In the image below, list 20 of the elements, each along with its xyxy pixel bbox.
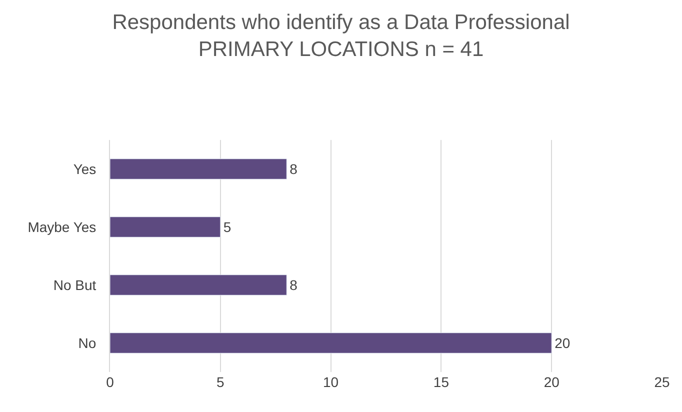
chart-subtitle: PRIMARY LOCATIONS n = 41 — [198, 38, 484, 62]
bar — [110, 216, 221, 238]
x-tick-label: 5 — [216, 374, 224, 390]
bar — [110, 158, 287, 180]
y-tick-label: No But — [53, 276, 96, 293]
chart-title: Respondents who identify as a Data Professional — [112, 10, 570, 34]
y-tick-label: Maybe Yes — [28, 218, 96, 235]
bar — [110, 274, 287, 296]
data-label: 5 — [223, 219, 232, 235]
y-tick-label: Yes — [73, 160, 96, 177]
x-tick-label: 20 — [544, 374, 560, 390]
data-label: 8 — [290, 161, 298, 177]
x-tick-label: 10 — [323, 374, 339, 390]
x-tick-label: 0 — [106, 374, 114, 390]
y-tick-label: No — [78, 334, 96, 351]
x-tick-label: 15 — [433, 374, 450, 390]
x-tick-label: 25 — [654, 374, 670, 390]
data-label: 8 — [290, 277, 298, 293]
data-label: 20 — [554, 335, 570, 351]
bar — [110, 332, 552, 354]
